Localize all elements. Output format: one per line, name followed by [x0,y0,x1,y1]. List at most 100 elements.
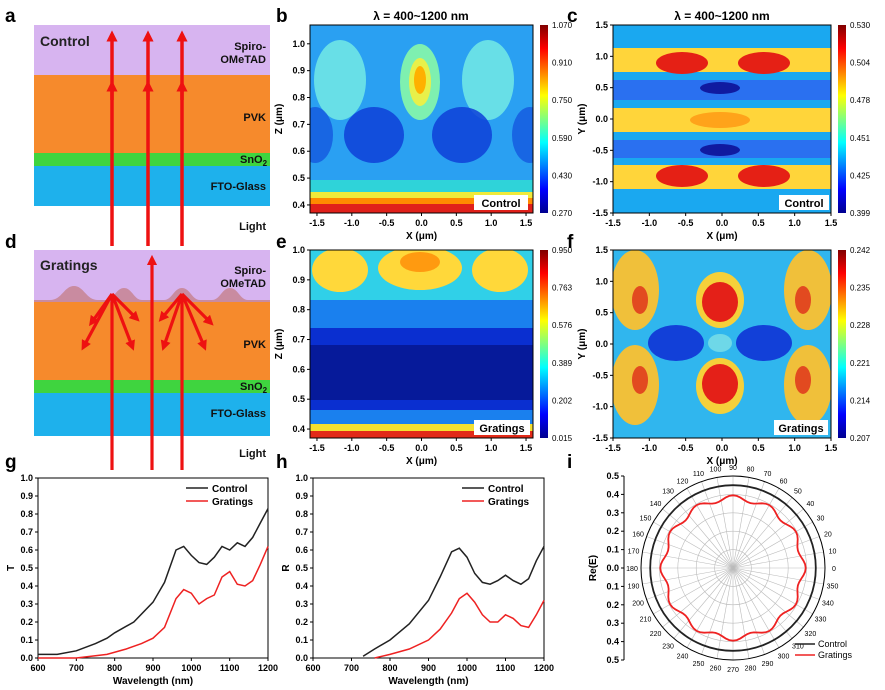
x-tick-label: 0.5 [752,443,765,453]
radial-tick-label: 0.2 [606,600,619,610]
x-tick-label: 1200 [534,663,554,673]
layer-sno2 [34,153,270,166]
panel-letter-f: f [567,232,574,253]
layer-pvk [34,75,270,153]
colorbar-tick-label: 0.451 [850,134,871,143]
y-tick-label: 0.6 [295,545,308,555]
polar-spoke [732,481,765,569]
radial-tick-label: 0.5 [606,655,619,665]
light-arrows [81,254,214,470]
y-tick-label: 0.6 [20,545,33,555]
polar-angle-label: 200 [632,601,644,608]
light-label: Light [239,448,266,460]
y-tick-label: 0.4 [295,581,308,591]
x-tick-label: 0.5 [450,443,463,453]
polar-spoke [732,497,793,569]
polar-spoke [646,536,734,569]
series-line-gratings [38,546,269,659]
x-tick-label: 1100 [496,663,516,673]
polar-angle-label: 190 [628,584,640,591]
x-tick-label: 0.0 [716,218,729,228]
x-tick-label: -1.0 [344,218,360,228]
x-tick-label: -0.5 [678,218,694,228]
polar-spoke [653,567,734,615]
polar-spoke [732,567,750,659]
x-tick-label: 600 [305,663,320,673]
y-tick-label: 1.0 [20,473,33,483]
series-line-control [38,508,269,656]
diagram-gratings: Gratings Spiro- OMeTAD PVK SnO2 FTO-Glas… [34,250,270,470]
x-axis-label: X (μm) [406,231,437,242]
y-tick-label: -0.5 [592,370,608,380]
y-tick-label: 0.4 [292,200,305,210]
polar-spoke [732,536,820,569]
polar-spoke [701,567,734,655]
y-tick-label: 0.5 [295,563,308,573]
polar-spoke [732,488,780,569]
x-tick-label: 1.5 [520,443,533,453]
x-tick-label: 0.0 [716,443,729,453]
polar-angle-label: 300 [778,654,790,661]
polar-spoke [732,567,765,655]
polar-angle-label: 80 [747,467,755,474]
x-tick-label: 800 [382,663,397,673]
colorbar-tick-label: 0.207 [850,434,871,443]
panel-letter-d: d [5,232,17,253]
y-tick-label: 0.5 [595,308,608,318]
x-tick-label: -1.0 [642,443,658,453]
light-arrows [106,30,188,246]
heatmap-label-c: Control [779,195,829,210]
y-tick-label: 0.7 [20,527,33,537]
x-tick-label: 900 [145,663,160,673]
radial-axis-label: Re(E) [588,555,599,581]
y-tick-label: 0.6 [292,146,305,156]
legend-label: Gratings [488,497,530,508]
y-tick-label: 0.0 [595,114,608,124]
x-tick-label: -1.0 [344,443,360,453]
panel-letter-c: c [567,6,578,27]
x-tick-label: 0.5 [450,218,463,228]
colorbar-tick-label: 0.015 [552,434,573,443]
diagram-control: Control Spiro- OMeTAD PVK SnO2 FTO-Glass… [34,25,270,246]
arrow [180,292,214,326]
panel-letter-b: b [276,6,288,27]
colorbar-tick-label: 0.478 [850,96,871,105]
x-tick-label: 700 [69,663,84,673]
x-axis-label: Wavelength (nm) [113,676,193,687]
legend-label: Control [212,484,248,495]
colorbar-tick-label: 0.228 [850,321,871,330]
polar-angle-label: 60 [780,479,788,486]
polar-angle-label: 340 [822,601,834,608]
polar-spoke [653,521,734,569]
grating-bumps [34,286,270,302]
y-tick-label: -1.5 [592,208,608,218]
y-tick-label: 0.0 [595,339,608,349]
y-tick-label: 0.5 [595,83,608,93]
polar-angle-label: 150 [640,516,652,523]
polar-spoke [732,508,804,569]
polar-spoke [732,567,780,648]
panel-letter-h: h [276,452,288,473]
y-tick-label: 1.0 [292,245,305,255]
y-tick-label: 0.1 [295,635,308,645]
polar-spoke [686,488,734,569]
x-tick-label: -0.5 [678,443,694,453]
colorbar-c [838,25,846,213]
svg-text:Control: Control [481,198,520,210]
heatmap-b [310,25,533,213]
x-tick-label: 1.0 [788,443,801,453]
heatmap-f [613,250,831,438]
series-line-gratings [374,592,545,659]
colorbar-tick-label: 0.430 [552,171,573,180]
polar-angle-label: 240 [677,654,689,661]
diagram-title: Gratings [40,257,98,273]
polar-spoke [732,521,813,569]
y-tick-label: 1.5 [595,245,608,255]
polar-angle-label: 310 [792,643,804,650]
colorbar-tick-label: 0.910 [552,59,573,68]
y-tick-label: 0.7 [292,335,305,345]
polar-spoke [662,508,734,569]
colorbar-tick-label: 0.389 [552,359,573,368]
polar-spoke [732,567,824,585]
polar-angle-label: 130 [662,489,674,496]
